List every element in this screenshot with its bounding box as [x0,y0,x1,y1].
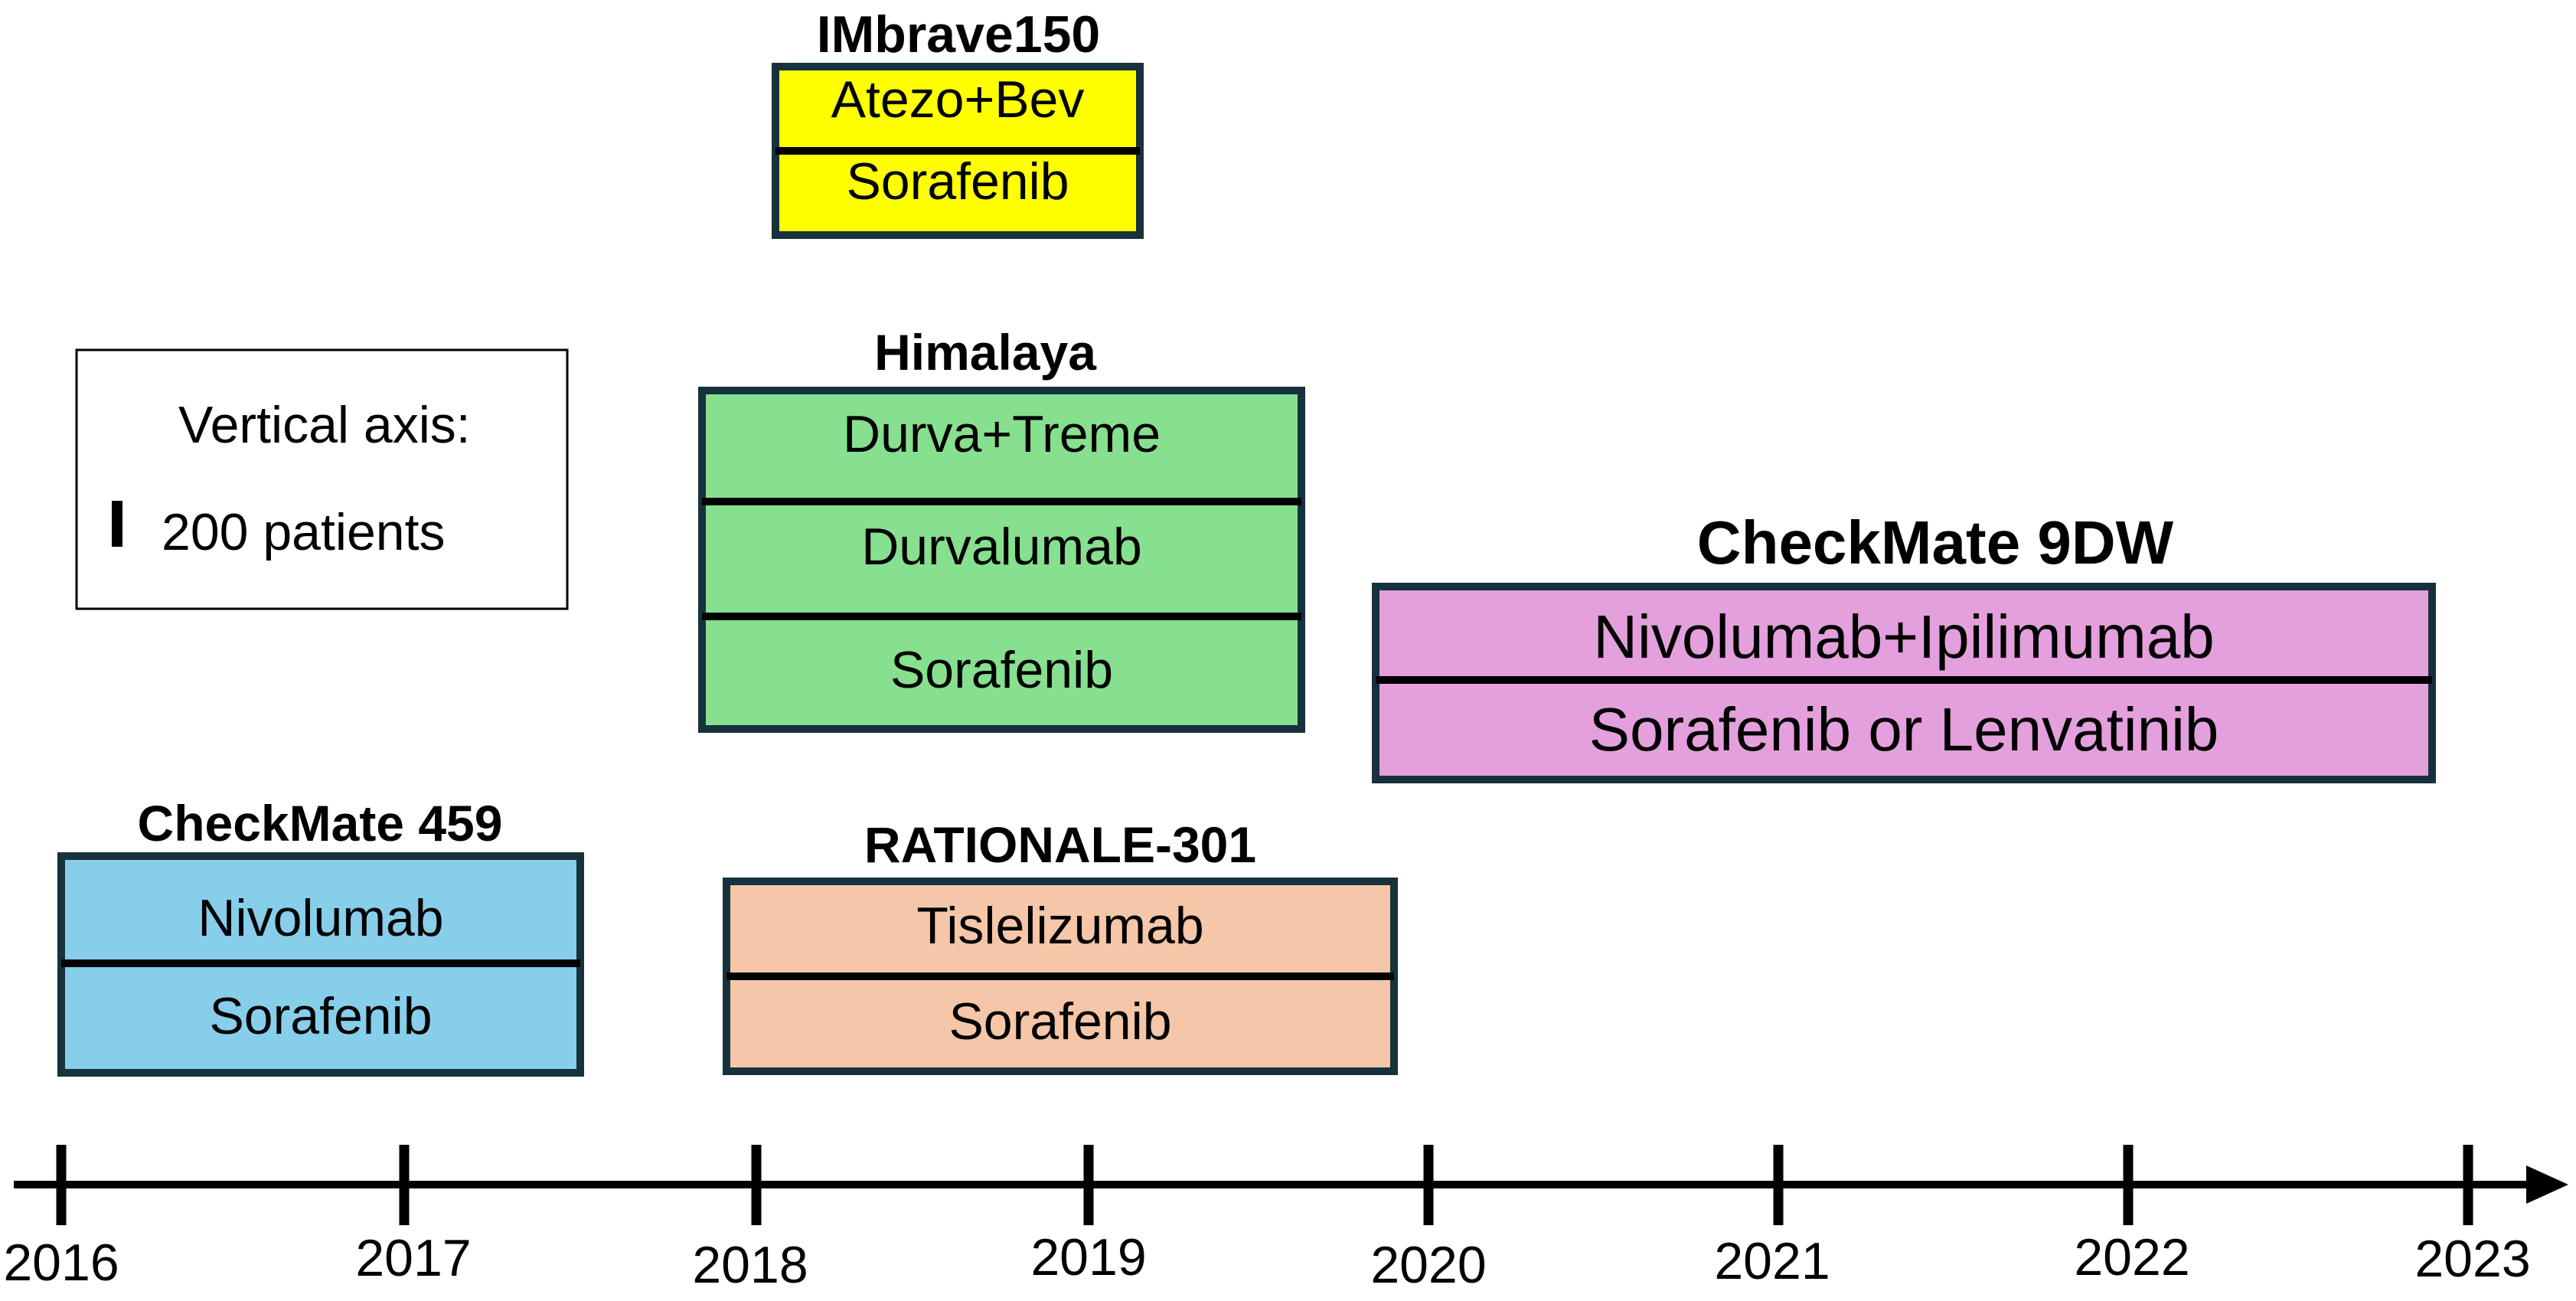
arm-label: Sorafenib [890,641,1113,699]
tick-label-2019: 2019 [1030,1228,1146,1286]
legend-title: Vertical axis: [178,396,471,454]
arm-label: Atezo+Bev [831,70,1085,129]
legend-scale-bar [112,501,122,547]
legend: Vertical axis: 200 patients [75,348,569,610]
arm-label: Sorafenib [846,152,1069,211]
tick-label-2022: 2022 [2074,1228,2189,1286]
trial-checkmate-9dw: CheckMate 9DW Nivolumab+Ipilimumab Sorafen… [1372,508,2436,783]
legend-frame [75,348,569,610]
trial-title: RATIONALE-301 [864,816,1256,873]
trial-title: IMbrave150 [817,5,1100,64]
trial-imbrave150: IMbrave150 Atezo+Bev Sorafenib [772,5,1144,239]
arm-label: Durva+Treme [843,405,1161,463]
trial-box [698,387,1305,733]
tick-label-2021: 2021 [1714,1232,1830,1290]
timeline-axis: 2016 2017 2018 2019 2020 2021 2022 2023 [3,1145,2568,1294]
arm-label: Sorafenib [209,987,432,1045]
trial-title: Himalaya [874,324,1097,381]
arm-label: Sorafenib [948,992,1171,1051]
axis-arrowhead [2526,1165,2568,1204]
arm-label: Sorafenib or Lenvatinib [1589,695,2219,763]
tick-label-2017: 2017 [355,1229,471,1287]
trial-himalaya: Himalaya Durva+Treme Durvalumab Sorafenib [698,324,1305,733]
tick-label-2018: 2018 [692,1236,808,1294]
trial-rationale-301: RATIONALE-301 Tislelizumab Sorafenib [723,816,1398,1075]
arm-label: Nivolumab+Ipilimumab [1593,603,2214,671]
tick-label-2016: 2016 [3,1234,119,1292]
trial-checkmate-459: CheckMate 459 Nivolumab Sorafenib [57,795,584,1077]
arm-label: Durvalumab [861,518,1142,576]
legend-scale-label: 200 patients [162,503,446,561]
arm-label: Nivolumab [198,889,443,947]
arm-label: Tislelizumab [916,897,1203,955]
trial-title: CheckMate 9DW [1697,508,2174,577]
tick-label-2020: 2020 [1370,1236,1486,1294]
trial-title: CheckMate 459 [138,795,503,852]
tick-label-2023: 2023 [2414,1230,2530,1288]
